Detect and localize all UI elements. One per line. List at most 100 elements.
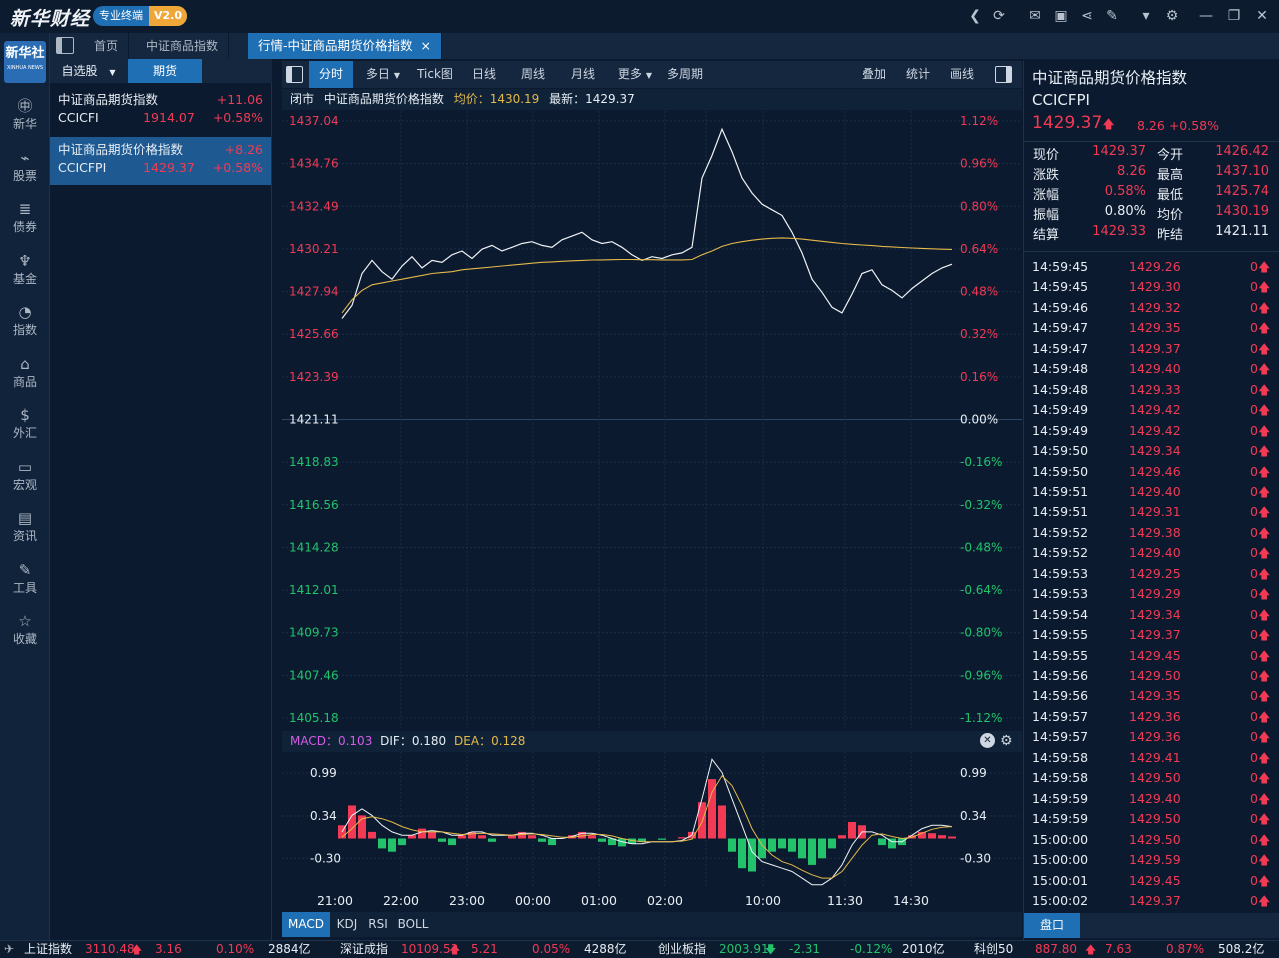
tab-csi-commodity-index[interactable]: 中证商品指数 [136, 33, 230, 59]
tab-quote-active[interactable]: 行情-中证商品期货价格指数 × [248, 33, 442, 59]
share-icon[interactable]: ⋖ [1081, 8, 1093, 24]
tick-volume: 0 [1250, 586, 1258, 602]
tick-price: 1429.33 [1129, 381, 1181, 397]
index-name[interactable]: 上证指数 [24, 942, 73, 956]
macd-bar [938, 835, 946, 839]
indicator-tab-boll[interactable]: BOLL [397, 917, 429, 931]
macd-bar [468, 831, 476, 839]
pin-icon[interactable]: ✈ [4, 942, 15, 956]
index-name[interactable]: 深证成指 [340, 942, 389, 956]
macd-bar [518, 831, 526, 839]
macd-chart[interactable]: 0.99 0.99 0.34 0.34 -0.30 -0.30 21:00 22:00 23:0… [282, 752, 1022, 912]
draw-line-button[interactable]: 画线 [949, 67, 974, 81]
tab-order-book[interactable]: 盘口 [1024, 913, 1080, 938]
index-name[interactable]: 创业板指 [658, 942, 707, 956]
up-arrow-icon: 🡅 [1258, 423, 1271, 438]
sidebar-item-fund[interactable]: ♆ 基金 [0, 245, 50, 295]
item-code: CCICFI [58, 110, 99, 125]
bond-icon: ≣ [18, 200, 32, 218]
sidebar-item-bond[interactable]: ≣ 债券 [0, 193, 50, 243]
tick-time: 14:59:46 [1032, 299, 1089, 315]
indicator-tab-kdj[interactable]: KDJ [336, 917, 358, 931]
avg-price-series-line [341, 237, 953, 314]
panel-toggle-right-icon[interactable] [995, 66, 1012, 83]
back-icon[interactable]: ❮ [969, 8, 981, 24]
restore-icon[interactable]: ❐ [1227, 8, 1241, 24]
quote-panel-tabs: 盘口 [1024, 913, 1279, 938]
y-tick-label-pct: 0.16% [960, 370, 998, 384]
tick-row: 14:59:48 1429.40 0 🡅 [1024, 359, 1279, 380]
sidebar-item-commodity[interactable]: ⌂ 商品 [0, 348, 50, 398]
sidebar-item-favorite[interactable]: ☆ 收藏 [0, 605, 50, 655]
close-icon[interactable]: ✕ [1256, 8, 1268, 24]
index-change: 5.21 [471, 942, 498, 956]
y-tick-label-pct: -0.96% [960, 668, 1002, 682]
index-name[interactable]: 科创50 [974, 942, 1014, 956]
sidebar-item-tools[interactable]: ✎ 工具 [0, 554, 50, 604]
price-series-line [341, 127, 953, 319]
panel-toggle-icon[interactable] [286, 66, 303, 83]
index-change: 7.63 [1105, 942, 1132, 956]
tick-volume: 0 [1250, 831, 1258, 847]
panel-toggle-icon[interactable] [56, 37, 74, 54]
sidebar-item-xinhua[interactable]: ㊥新华 [0, 90, 50, 140]
minimize-icon[interactable]: — [1199, 8, 1213, 24]
up-arrow-icon: 🡅 [131, 943, 143, 956]
indicator-tab-macd[interactable]: MACD [282, 912, 330, 937]
sidebar-item-index[interactable]: ◔ 指数 [0, 296, 50, 346]
period-tick[interactable]: Tick图 [417, 67, 453, 81]
price-change: 8.26 +0.58% [1137, 118, 1219, 133]
up-arrow-icon: 🡅 [1258, 321, 1271, 336]
sidebar-item-stock[interactable]: ⌁ 股票 [0, 142, 50, 192]
period-weekly[interactable]: 周线 [520, 67, 545, 81]
chat-icon[interactable]: ▣ [1054, 8, 1068, 24]
divider [1024, 251, 1279, 252]
refresh-icon[interactable]: ⟳ [993, 8, 1005, 24]
tab-futures[interactable]: 期货 [128, 59, 202, 83]
tick-volume: 0 [1250, 688, 1258, 704]
gear-icon[interactable]: ⚙ [1165, 8, 1179, 24]
period-intraday[interactable]: 分时 [309, 61, 353, 88]
overlay-button[interactable]: 叠加 [861, 67, 886, 81]
statistics-button[interactable]: 统计 [905, 67, 930, 81]
index-amount: 2010亿 [902, 942, 945, 956]
instrument-name: 中证商品期货价格指数 [1032, 69, 1188, 87]
up-arrow-icon: 🡅 [1258, 484, 1271, 499]
period-daily[interactable]: 日线 [471, 67, 496, 81]
x-tick-label: 01:00 [581, 893, 617, 908]
sidebar-item-forex[interactable]: $ 外汇 [0, 399, 50, 449]
mail-icon[interactable]: ✉ [1029, 8, 1041, 24]
list-item-selected[interactable]: 中证商品期货价格指数 +8.26 CCICFPI 1429.37 +0.58% [50, 137, 271, 185]
tick-row: 14:59:58 1429.41 0 🡅 [1024, 748, 1279, 769]
macd-bar [548, 838, 556, 846]
xinhua-logo[interactable]: 新华社 XINHUA NEWS [4, 41, 46, 83]
period-more[interactable]: 更多 ▼ [610, 61, 660, 88]
list-item[interactable]: 中证商品期货指数 +11.06 CCICFI 1914.07 +0.58% [50, 87, 271, 135]
tick-price: 1429.59 [1129, 852, 1181, 868]
price-change-pct: +0.58% [1168, 118, 1220, 133]
gear-icon[interactable]: ⚙ [1000, 733, 1013, 749]
tab-home[interactable]: 首页 [84, 33, 130, 59]
close-icon[interactable]: ✕ [980, 733, 995, 748]
macd-bar [888, 838, 896, 849]
x-tick-label: 10:00 [745, 893, 781, 908]
tick-time: 14:59:56 [1032, 668, 1089, 683]
shirt-icon[interactable]: ▾ [1142, 8, 1150, 24]
sidebar-item-news[interactable]: ▤ 资讯 [0, 502, 50, 552]
macd-bar [808, 838, 816, 865]
period-multi-cycle[interactable]: 多周期 [666, 67, 703, 81]
period-multi-day[interactable]: 多日 ▼ [357, 61, 409, 88]
tab-bar: 首页 中证商品指数 行情-中证商品期货价格指数 × [50, 33, 1279, 59]
indicator-tab-rsi[interactable]: RSI [368, 917, 388, 931]
macd-bar [378, 838, 386, 849]
tab-watchlist[interactable]: 自选股 ▼ [50, 59, 127, 83]
index-value: 887.80 [1035, 942, 1077, 956]
sidebar-item-macro[interactable]: ▭ 宏观 [0, 451, 50, 501]
tick-row: 14:59:49 1429.42 0 🡅 [1024, 400, 1279, 421]
tick-time: 15:00:02 [1032, 892, 1089, 908]
tab-close-icon[interactable]: × [420, 38, 431, 53]
notes-icon[interactable]: ✎ [1106, 8, 1118, 24]
period-monthly[interactable]: 月线 [570, 67, 595, 81]
intraday-chart[interactable]: 1437.04 1.12% 1434.76 0.96% 1432.49 0.80% 1430… [282, 110, 1022, 731]
tick-volume: 0 [1250, 545, 1258, 561]
